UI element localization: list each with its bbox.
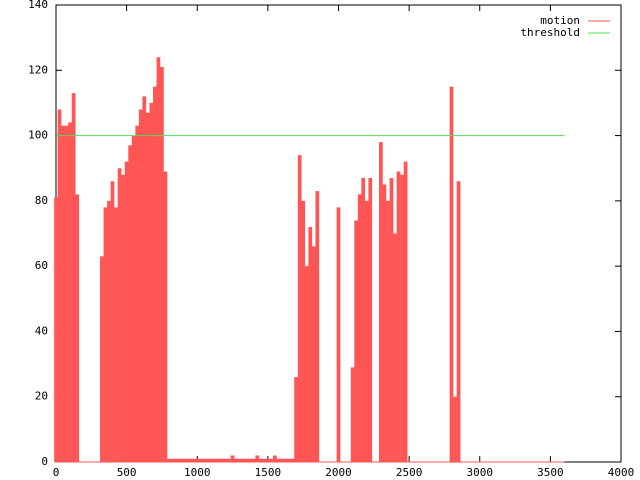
y-tick-label: 100 xyxy=(28,129,48,142)
y-tick-label: 20 xyxy=(35,390,48,403)
x-tick-label: 3500 xyxy=(537,466,564,479)
y-tick-label: 120 xyxy=(28,63,48,76)
y-tick-label: 60 xyxy=(35,259,48,272)
y-tick-label: 0 xyxy=(41,455,48,468)
x-tick-label: 4000 xyxy=(608,466,635,479)
x-tick-label: 3000 xyxy=(467,466,494,479)
x-tick-label: 0 xyxy=(53,466,60,479)
x-tick-label: 2500 xyxy=(396,466,423,479)
x-tick-label: 1500 xyxy=(255,466,282,479)
legend-label: motion xyxy=(540,14,580,27)
x-tick-label: 2000 xyxy=(325,466,352,479)
y-tick-label: 80 xyxy=(35,194,48,207)
y-tick-label: 140 xyxy=(28,0,48,11)
x-tick-label: 500 xyxy=(117,466,137,479)
legend-label: threshold xyxy=(520,26,580,39)
x-tick-label: 1000 xyxy=(184,466,211,479)
y-tick-label: 40 xyxy=(35,324,48,337)
